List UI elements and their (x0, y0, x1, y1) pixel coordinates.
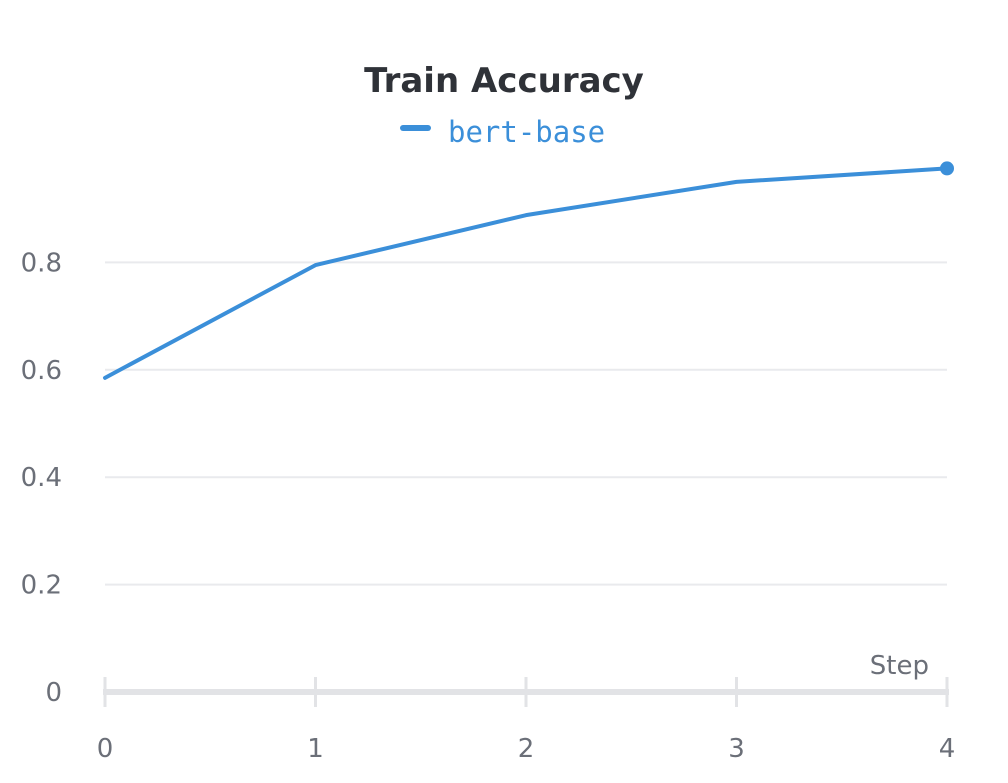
x-tick-label-1: 1 (307, 734, 324, 764)
y-tick-label-0.8: 0.8 (21, 248, 62, 278)
y-axis-ticks: 0 0.2 0.4 0.6 0.8 (21, 248, 62, 708)
series-line-bert-base[interactable] (103, 166, 949, 380)
legend-label-bert-base: bert-base (448, 115, 605, 149)
x-axis: 0 1 2 3 4 (97, 677, 956, 764)
x-tick-label-0: 0 (97, 734, 114, 764)
series-layer[interactable] (103, 161, 954, 380)
data-point-bert-base-step-4[interactable] (940, 161, 954, 176)
y-tick-label-0.6: 0.6 (21, 356, 62, 386)
grid-lines (105, 261, 947, 586)
x-tick-label-3: 3 (728, 734, 745, 764)
y-tick-label-0.4: 0.4 (21, 463, 62, 493)
legend[interactable]: bert-base (400, 115, 605, 149)
y-tick-label-0: 0 (45, 678, 62, 708)
legend-swatch-bert-base (400, 125, 431, 131)
y-tick-label-0.2: 0.2 (21, 571, 62, 601)
chart-title: Train Accuracy (364, 61, 644, 101)
x-axis-label: Step (870, 651, 929, 681)
x-tick-label-4: 4 (939, 734, 956, 764)
x-tick-label-2: 2 (518, 734, 535, 764)
